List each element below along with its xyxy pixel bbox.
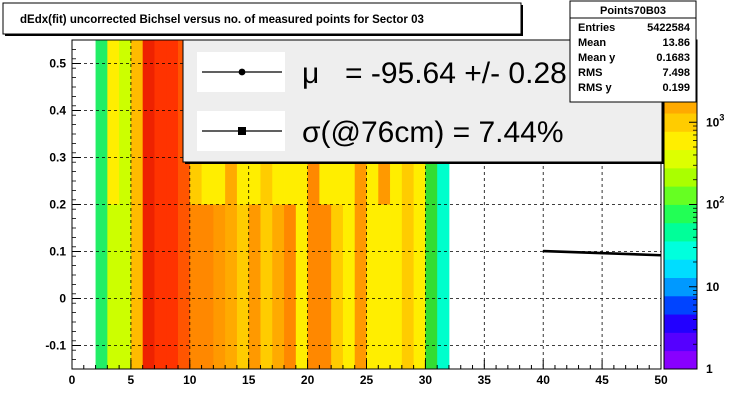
- stats-label: Mean: [578, 37, 606, 49]
- heatmap-cell: [107, 204, 120, 370]
- z-tick-label: 10: [706, 280, 720, 294]
- y-tick-label: 0.2: [49, 198, 66, 212]
- heatmap-cell: [248, 204, 261, 370]
- stats-box: Points70B03 Entries 5422584 Mean 13.86 Mean …: [569, 0, 697, 103]
- legend-mu-symbol: μ: [302, 57, 319, 90]
- x-tick-label: 5: [128, 373, 135, 387]
- profile-line: [543, 249, 662, 257]
- z-tick-label: 102: [706, 195, 724, 212]
- palette-band: [664, 131, 697, 151]
- x-tick-label: 15: [242, 373, 256, 387]
- palette-band: [664, 332, 697, 352]
- stats-label: Mean y: [578, 52, 616, 64]
- stats-label: RMS: [578, 67, 602, 79]
- palette-band: [664, 204, 697, 224]
- x-tick-label: 40: [537, 373, 551, 387]
- x-tick-label: 35: [478, 373, 492, 387]
- legend-sigma-text: σ(@76cm) = 7.44%: [302, 116, 564, 149]
- palette-band: [664, 149, 697, 169]
- heatmap-cell: [189, 204, 202, 370]
- legend-marker-circle: [238, 68, 246, 76]
- stats-value: 5422584: [647, 22, 691, 34]
- stats-value: 0.1683: [656, 52, 690, 64]
- heatmap-cell: [119, 40, 132, 370]
- z-axis: 1 10 102 103: [689, 43, 724, 376]
- heatmap-cell: [236, 204, 250, 370]
- y-tick-label: 0: [59, 292, 66, 306]
- palette-band: [664, 222, 697, 242]
- z-tick-label: 103: [706, 112, 724, 129]
- stats-label: Entries: [578, 22, 615, 34]
- heatmap-cell: [201, 204, 214, 370]
- profile-points: [543, 249, 662, 257]
- y-tick-label: -0.1: [45, 339, 66, 353]
- y-tick-label: 0.3: [49, 151, 66, 165]
- palette-band: [664, 241, 697, 260]
- palette-band: [664, 314, 697, 333]
- heatmap-cell: [154, 40, 167, 370]
- heatmap-cell: [213, 204, 226, 370]
- heatmap-cell: [95, 40, 108, 370]
- x-tick-label: 10: [183, 373, 197, 387]
- heatmap-cell: [331, 204, 344, 370]
- y-tick-label: 0.5: [49, 57, 66, 71]
- x-tick-label: 0: [69, 373, 76, 387]
- y-tick-label: 0.4: [49, 104, 66, 118]
- heatmap-cell: [378, 204, 391, 370]
- legend-mu-text: = -95.64 +/- 0.28 %: [345, 57, 602, 90]
- palette-band: [664, 167, 697, 187]
- heatmap-cell: [272, 204, 285, 370]
- heatmap-cell: [142, 40, 155, 370]
- legend-marker-square: [238, 127, 246, 135]
- heatmap-cell: [107, 40, 120, 205]
- title-box: dEdx(fit) uncorrected Bichsel versus no.…: [2, 2, 523, 36]
- palette-band: [664, 277, 697, 297]
- x-tick-label: 50: [654, 373, 668, 387]
- stats-value: 7.498: [662, 67, 690, 79]
- palette-band: [664, 113, 697, 132]
- x-tick-label: 20: [301, 373, 315, 387]
- y-tick-label: 0.1: [49, 245, 66, 259]
- stats-value: 13.86: [662, 37, 690, 49]
- palette-band: [664, 259, 697, 279]
- stats-value: 0.199: [662, 82, 690, 94]
- heatmap-cell: [166, 40, 179, 370]
- x-tick-label: 30: [419, 373, 433, 387]
- heatmap-cell: [130, 40, 144, 370]
- axes: 0 5 10 15 20 25 30 35 40 45 50 -0.1 0 0.1 0.2 0.3 0.4 0.5: [45, 39, 668, 387]
- heatmap-cell: [319, 204, 332, 370]
- palette-band: [664, 186, 697, 205]
- chart-title: dEdx(fit) uncorrected Bichsel versus no.…: [20, 14, 424, 26]
- stats-name: Points70B03: [600, 5, 666, 17]
- x-tick-label: 25: [360, 373, 374, 387]
- palette-band: [664, 295, 697, 315]
- x-tick-label: 45: [595, 373, 609, 387]
- z-tick-label: 1: [706, 362, 713, 376]
- heatmap-cell: [284, 204, 297, 370]
- stats-label: RMS y: [578, 82, 613, 94]
- palette-band: [664, 350, 697, 370]
